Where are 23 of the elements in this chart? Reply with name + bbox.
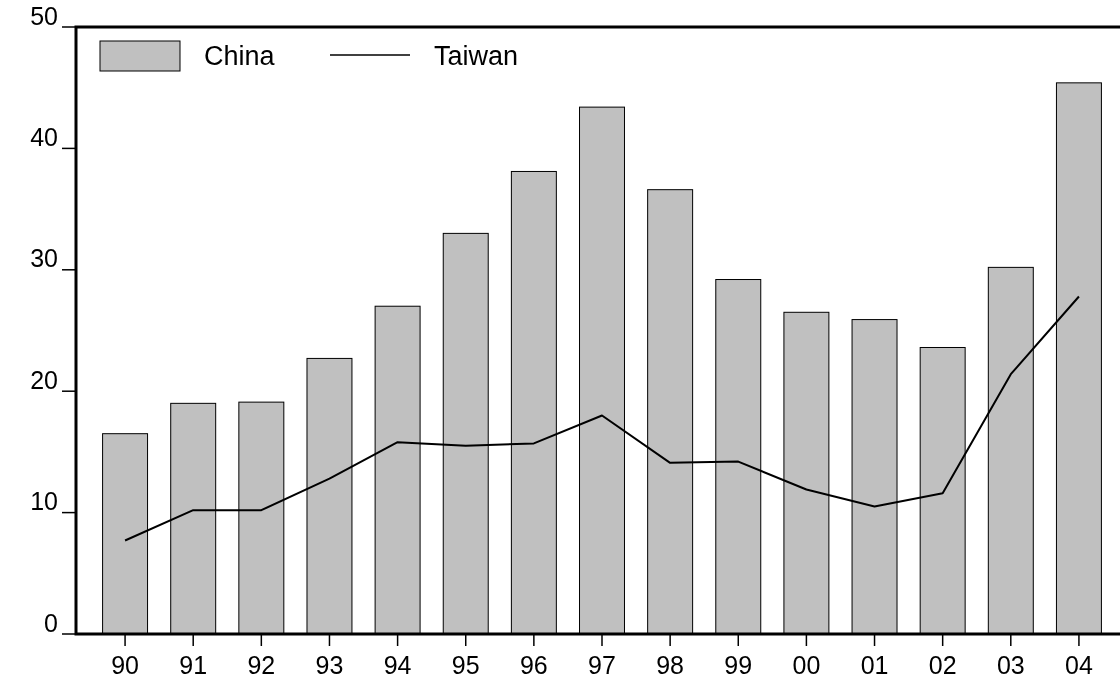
y-tick-label: 20 [30,365,58,394]
x-tick-label: 04 [1065,651,1093,679]
y-tick-label: 10 [30,487,58,516]
x-tick-label: 96 [519,651,548,679]
y-tick-label: 0 [44,608,58,637]
x-tick-label: 92 [247,651,276,679]
x-tick-label: 90 [111,651,139,679]
x-tick-label: 03 [996,651,1025,679]
x-tick-label: 93 [315,651,344,679]
y-tick-label: 40 [30,122,58,151]
legend-label: Taiwan [434,41,519,71]
x-tick-label: 97 [588,651,616,679]
x-tick-label: 00 [792,651,821,679]
x-tick-label: 91 [179,651,208,679]
x-tick-label: 95 [451,651,480,679]
legend-label: China [204,41,276,71]
x-tick-label: 98 [656,651,685,679]
x-tick-label: 94 [383,651,412,679]
x-tick-label: 99 [724,651,753,679]
y-tick-label: 30 [30,244,58,273]
x-tick-label: 01 [860,651,889,679]
y-tick-label: 50 [30,1,58,30]
x-tick-label: 02 [928,651,957,679]
